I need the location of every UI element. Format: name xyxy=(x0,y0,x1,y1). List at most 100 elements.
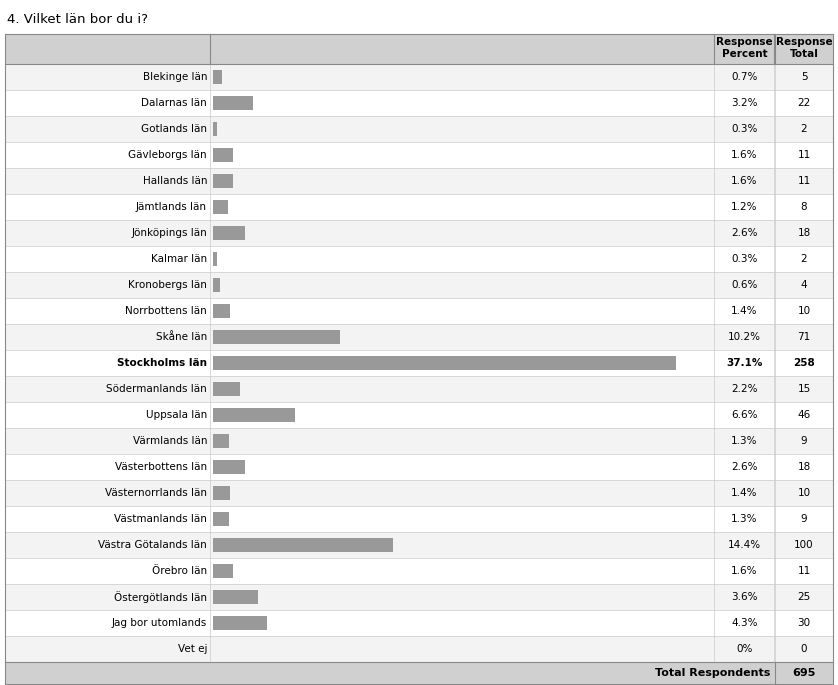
Bar xyxy=(213,356,675,370)
Text: 25: 25 xyxy=(798,592,810,602)
Bar xyxy=(213,408,295,422)
Bar xyxy=(213,96,253,110)
Bar xyxy=(213,512,230,526)
Text: 18: 18 xyxy=(798,228,810,238)
Bar xyxy=(5,246,833,272)
Bar xyxy=(5,194,833,220)
Text: Hallands län: Hallands län xyxy=(142,176,207,186)
Bar xyxy=(5,298,833,324)
Bar xyxy=(5,454,833,480)
Text: 5: 5 xyxy=(800,72,807,82)
Text: Kalmar län: Kalmar län xyxy=(151,254,207,264)
Bar xyxy=(213,460,246,474)
Bar xyxy=(5,90,833,116)
Text: 4: 4 xyxy=(800,280,807,290)
Text: Jönköpings län: Jönköpings län xyxy=(132,228,207,238)
Text: Stockholms län: Stockholms län xyxy=(117,358,207,368)
Text: 1.3%: 1.3% xyxy=(732,514,758,524)
Text: 8: 8 xyxy=(800,202,807,212)
Text: Västmanlands län: Västmanlands län xyxy=(114,514,207,524)
Bar xyxy=(213,71,222,84)
Text: 11: 11 xyxy=(798,150,810,160)
Text: 1.3%: 1.3% xyxy=(732,436,758,446)
Text: 30: 30 xyxy=(798,618,810,628)
Text: 1.6%: 1.6% xyxy=(732,176,758,186)
Text: Örebro län: Örebro län xyxy=(152,566,207,576)
Text: Östergötlands län: Östergötlands län xyxy=(114,591,207,603)
Text: 0: 0 xyxy=(801,644,807,654)
Text: 9: 9 xyxy=(800,436,807,446)
Text: 1.2%: 1.2% xyxy=(732,202,758,212)
Bar xyxy=(213,330,340,344)
Text: 1.6%: 1.6% xyxy=(732,150,758,160)
Text: Kronobergs län: Kronobergs län xyxy=(128,280,207,290)
Bar xyxy=(5,350,833,376)
Text: Västra Götalands län: Västra Götalands län xyxy=(98,540,207,550)
Bar xyxy=(213,304,230,318)
Bar xyxy=(5,324,833,350)
Bar xyxy=(213,174,233,188)
Bar xyxy=(5,610,833,636)
Text: 0%: 0% xyxy=(737,644,753,654)
Text: Jag bor utomlands: Jag bor utomlands xyxy=(111,618,207,628)
Text: Dalarnas län: Dalarnas län xyxy=(142,98,207,108)
Text: Södermanlands län: Södermanlands län xyxy=(106,384,207,394)
Text: Jämtlands län: Jämtlands län xyxy=(136,202,207,212)
Text: 1.6%: 1.6% xyxy=(732,566,758,576)
Text: 71: 71 xyxy=(798,332,810,342)
Text: 11: 11 xyxy=(798,566,810,576)
Text: Värmlands län: Värmlands län xyxy=(132,436,207,446)
Bar xyxy=(5,428,833,454)
Bar xyxy=(5,584,833,610)
Text: 0.3%: 0.3% xyxy=(732,254,758,264)
Bar xyxy=(5,402,833,428)
Text: Response
Percent: Response Percent xyxy=(716,37,773,59)
Bar xyxy=(5,272,833,298)
Text: 0.3%: 0.3% xyxy=(732,124,758,134)
Bar xyxy=(5,116,833,142)
Text: 2.6%: 2.6% xyxy=(732,462,758,472)
Bar xyxy=(213,252,217,266)
Bar xyxy=(5,506,833,532)
Text: 46: 46 xyxy=(798,410,810,420)
Text: 15: 15 xyxy=(798,384,810,394)
Text: 22: 22 xyxy=(798,98,810,108)
Bar xyxy=(213,486,230,500)
Bar xyxy=(5,558,833,584)
Bar xyxy=(213,434,230,448)
Text: 3.2%: 3.2% xyxy=(732,98,758,108)
Text: 2: 2 xyxy=(800,124,807,134)
Text: 3.6%: 3.6% xyxy=(732,592,758,602)
Bar xyxy=(5,64,833,90)
Text: Response
Total: Response Total xyxy=(776,37,832,59)
Bar xyxy=(213,564,233,577)
Bar xyxy=(5,168,833,194)
Bar xyxy=(213,148,233,162)
Text: 695: 695 xyxy=(792,668,815,678)
Text: Skåne län: Skåne län xyxy=(156,332,207,342)
Bar xyxy=(213,616,266,630)
Bar xyxy=(5,480,833,506)
Text: Västerbottens län: Västerbottens län xyxy=(115,462,207,472)
Text: Blekinge län: Blekinge län xyxy=(142,72,207,82)
Text: 10.2%: 10.2% xyxy=(728,332,761,342)
Text: 14.4%: 14.4% xyxy=(728,540,761,550)
Bar xyxy=(5,636,833,662)
Text: 2.6%: 2.6% xyxy=(732,228,758,238)
Text: Total Respondents: Total Respondents xyxy=(654,668,770,678)
Bar xyxy=(213,122,217,136)
Text: 37.1%: 37.1% xyxy=(727,358,763,368)
Text: 10: 10 xyxy=(798,306,810,316)
Bar xyxy=(5,34,833,64)
Bar xyxy=(5,376,833,402)
Text: 10: 10 xyxy=(798,488,810,498)
Bar xyxy=(213,382,241,396)
Bar xyxy=(213,590,258,603)
Text: 1.4%: 1.4% xyxy=(732,306,758,316)
Bar xyxy=(213,538,393,551)
Text: 0.6%: 0.6% xyxy=(732,280,758,290)
Text: Västernorrlands län: Västernorrlands län xyxy=(105,488,207,498)
Text: 9: 9 xyxy=(800,514,807,524)
Text: Norrbottens län: Norrbottens län xyxy=(125,306,207,316)
Text: 6.6%: 6.6% xyxy=(732,410,758,420)
